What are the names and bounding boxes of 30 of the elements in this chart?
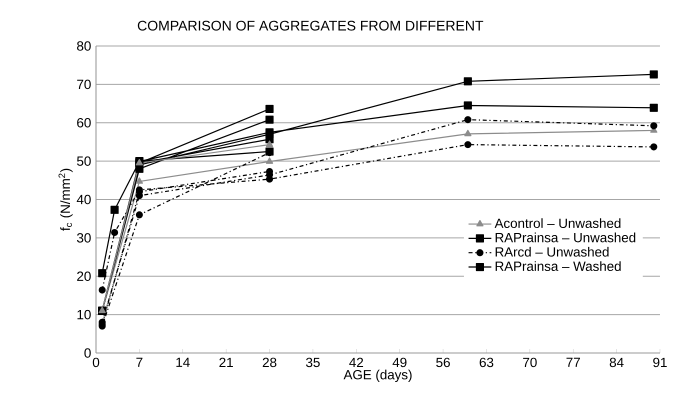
- x-tick-label: 70: [523, 358, 537, 368]
- x-tick-label: 49: [392, 358, 406, 368]
- x-tick-label: 28: [262, 358, 276, 368]
- y-tick-label: 30: [76, 233, 91, 243]
- x-tick-label: 14: [176, 358, 190, 367]
- y-axis-title: f$_{c}$ (N/mm$^{2}$): [58, 168, 73, 231]
- x-tick-label: 42: [349, 358, 364, 368]
- y-tick-label: 50: [77, 156, 91, 166]
- chart-title: COMPARISON OF AGGREGATES FROM DIFFERENT: [138, 20, 484, 31]
- y-tick-label: 20: [77, 272, 91, 281]
- legend-label: RArcd – Unwashed: [496, 246, 609, 257]
- y-tick-label: 0: [84, 348, 91, 358]
- x-tick-label: 63: [480, 358, 494, 368]
- x-tick-label: 21: [219, 358, 233, 368]
- legend-label: RAPrainsa – Unwashed: [496, 232, 636, 242]
- y-tick-label: 70: [77, 80, 91, 90]
- x-tick-label: 91: [653, 358, 667, 368]
- legend-label: RAPrainsa – Washed: [496, 261, 621, 271]
- x-tick-label: 56: [436, 358, 450, 368]
- x-tick-label: 0: [92, 358, 100, 368]
- legend-label: Acontrol – Unwashed: [494, 218, 620, 228]
- x-tick-label: 35: [306, 358, 320, 368]
- x-tick-label: 77: [566, 358, 580, 367]
- x-tick-label: 84: [610, 358, 624, 368]
- y-tick-label: 40: [76, 194, 91, 204]
- y-tick-label: 80: [77, 41, 91, 51]
- x-tick-label: 7: [136, 358, 142, 367]
- y-tick-label: 60: [77, 118, 91, 128]
- x-axis-title: AGE (days): [344, 370, 412, 382]
- y-tick-label: 10: [77, 310, 91, 320]
